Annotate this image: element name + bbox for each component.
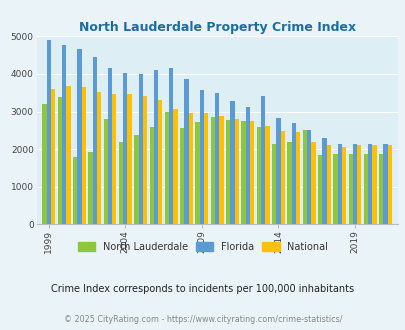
Bar [108,68,112,224]
Text: Crime Index corresponds to incidents per 100,000 inhabitants: Crime Index corresponds to incidents per… [51,284,354,294]
Bar [264,126,269,224]
Bar [333,154,337,224]
Bar [245,107,249,224]
Bar [348,154,352,224]
Bar [81,87,85,224]
Bar [103,119,108,224]
Bar [352,144,356,224]
Bar [234,119,239,224]
Bar [134,135,138,224]
Bar [195,122,199,224]
Bar [230,101,234,224]
Bar [226,120,230,224]
Bar [149,127,153,224]
Bar [158,100,162,224]
Bar [42,104,47,224]
Bar [271,144,276,224]
Bar [306,130,311,224]
Text: © 2025 CityRating.com - https://www.cityrating.com/crime-statistics/: © 2025 CityRating.com - https://www.city… [64,314,341,324]
Bar [92,57,97,224]
Bar [188,113,192,224]
Bar [387,146,391,224]
Bar [383,144,387,224]
Bar [73,157,77,224]
Bar [322,138,326,224]
Bar [302,130,306,224]
Legend: North Lauderdale, Florida, National: North Lauderdale, Florida, National [74,238,331,256]
Bar [143,96,147,224]
Bar [287,142,291,224]
Bar [47,40,51,224]
Bar [169,68,173,224]
Bar [173,109,177,224]
Bar [164,112,169,224]
Bar [215,93,219,224]
Bar [51,89,55,224]
Bar [256,127,260,224]
Bar [58,97,62,224]
Bar [241,121,245,224]
Bar [88,152,92,224]
Bar [378,154,383,224]
Bar [326,146,330,224]
Bar [260,96,264,224]
Bar [138,74,143,224]
Bar [311,142,315,224]
Bar [337,144,341,224]
Bar [180,128,184,224]
Bar [127,94,132,224]
Bar [249,120,254,224]
Bar [119,142,123,224]
Bar [291,123,295,224]
Bar [356,145,360,224]
Bar [280,131,284,224]
Bar [295,132,299,224]
Bar [66,86,70,224]
Bar [363,154,367,224]
Bar [77,49,81,224]
Bar [184,79,188,224]
Bar [204,113,208,224]
Bar [276,118,280,224]
Bar [199,90,204,224]
Title: North Lauderdale Property Crime Index: North Lauderdale Property Crime Index [79,21,355,34]
Bar [112,94,116,224]
Bar [153,70,158,224]
Bar [341,147,345,224]
Bar [317,155,322,224]
Bar [367,144,371,224]
Bar [62,45,66,224]
Bar [97,92,101,224]
Bar [371,146,376,224]
Bar [219,116,223,224]
Bar [210,117,215,224]
Bar [123,73,127,224]
